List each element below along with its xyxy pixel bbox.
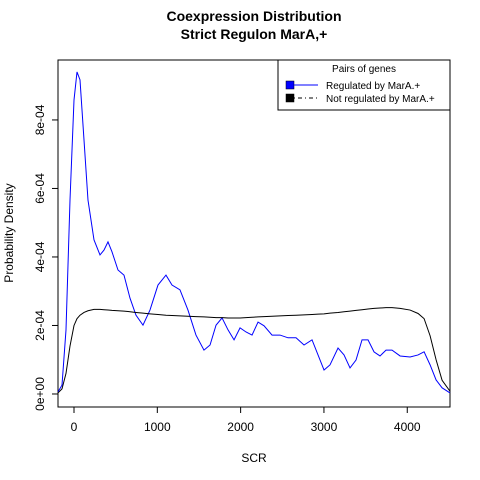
y-tick-label: 8e-04	[33, 104, 47, 135]
legend-label: Regulated by MarA.+	[326, 81, 420, 92]
legend-label: Not regulated by MarA.+	[326, 94, 435, 105]
x-tick-label: 3000	[311, 420, 338, 434]
y-axis-label: Probability Density	[2, 183, 16, 282]
y-tick-label: 0e+00	[33, 377, 47, 411]
density-line	[57, 71, 451, 394]
chart-subtitle: Strict Regulon MarA,+	[181, 26, 328, 42]
legend-swatch	[285, 80, 295, 90]
y-tick-label: 2e-04	[33, 310, 47, 341]
y-tick-label: 6e-04	[33, 173, 47, 204]
chart-title: Coexpression Distribution	[166, 8, 341, 24]
x-tick-label: 1000	[144, 420, 171, 434]
density-line	[57, 307, 451, 394]
x-tick-label: 0	[71, 420, 78, 434]
legend-swatch	[285, 93, 295, 103]
x-tick-label: 4000	[394, 420, 421, 434]
legend: Pairs of genes Regulated by MarA.+ Not reg…	[277, 59, 451, 111]
x-axis-label: SCR	[241, 451, 267, 465]
y-tick-label: 4e-04	[33, 241, 47, 272]
plot-frame	[57, 59, 451, 408]
x-tick-label: 2000	[227, 420, 254, 434]
legend-title: Pairs of genes	[332, 64, 396, 75]
